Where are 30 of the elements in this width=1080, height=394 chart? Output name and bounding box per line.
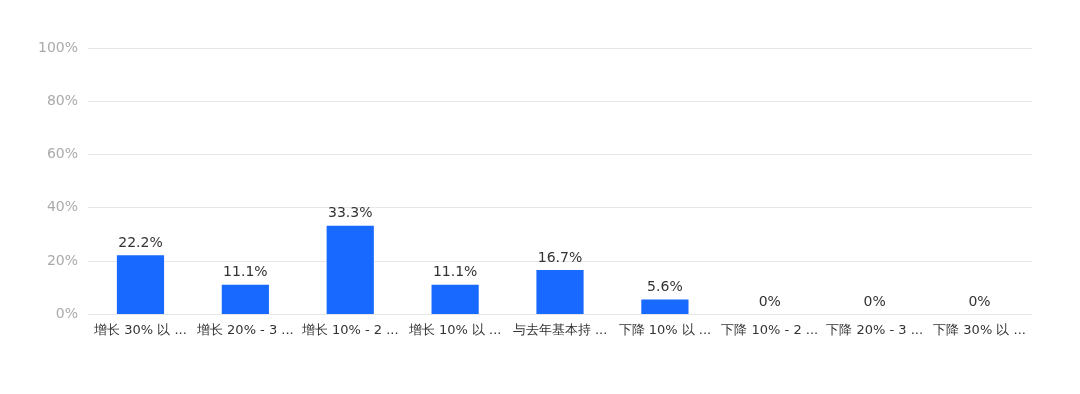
bar	[116, 255, 165, 314]
bar	[221, 284, 269, 314]
data-label: 11.1%	[432, 263, 478, 280]
y-tick-label: 100%	[37, 38, 79, 55]
bar	[431, 284, 479, 314]
bar	[536, 269, 584, 314]
x-tick-label: 增长 10% 以 ...	[407, 321, 502, 337]
x-tick-label: 增长 20% - 3 ...	[195, 321, 294, 337]
x-tick-label: 下降 10% - 2 ...	[721, 321, 819, 337]
x-tick-label: 下降 30% 以 ...	[933, 321, 1026, 337]
y-tick-label: 0%	[55, 305, 79, 322]
data-label: 0%	[968, 293, 991, 310]
y-tick-label: 80%	[46, 91, 79, 108]
y-tick-label: 20%	[46, 251, 79, 268]
x-tick-label: 与去年基本持 ...	[512, 321, 608, 337]
data-label: 0%	[863, 293, 886, 310]
bar	[326, 225, 374, 314]
x-tick-label: 下降 20% - 3 ...	[826, 321, 924, 337]
x-tick-label: 下降 10% 以 ...	[618, 321, 712, 337]
y-tick-label: 60%	[46, 145, 79, 162]
data-label: 16.7%	[537, 248, 583, 265]
y-tick-label: 40%	[46, 198, 79, 215]
data-label: 5.6%	[647, 278, 683, 295]
x-tick-label: 增长 10% - 2 ...	[300, 321, 399, 337]
x-tick-label: 增长 30% 以 ...	[93, 321, 187, 337]
data-label: 11.1%	[223, 263, 268, 280]
data-label: 0%	[758, 293, 781, 310]
data-label: 33.3%	[328, 204, 373, 221]
data-label: 22.2%	[118, 233, 163, 250]
bar	[641, 299, 689, 314]
